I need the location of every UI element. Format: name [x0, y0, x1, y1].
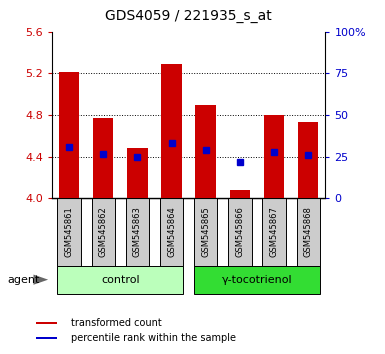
Bar: [92, 198, 115, 266]
Bar: [194, 266, 320, 294]
Text: γ-tocotrienol: γ-tocotrienol: [222, 275, 292, 285]
Text: GSM545868: GSM545868: [304, 206, 313, 257]
Bar: [229, 190, 250, 198]
Bar: [194, 198, 218, 266]
Bar: [59, 73, 79, 198]
Text: GSM545863: GSM545863: [133, 206, 142, 257]
Bar: [126, 198, 149, 266]
Bar: [263, 198, 286, 266]
Bar: [161, 64, 182, 198]
Text: GSM545865: GSM545865: [201, 206, 210, 257]
Bar: [228, 198, 251, 266]
Text: agent: agent: [8, 275, 40, 285]
Bar: [298, 122, 318, 198]
Text: GSM545864: GSM545864: [167, 206, 176, 257]
Text: GSM545862: GSM545862: [99, 206, 108, 257]
Bar: [160, 198, 183, 266]
Bar: [57, 266, 183, 294]
Text: GSM545861: GSM545861: [65, 206, 74, 257]
Text: transformed count: transformed count: [71, 318, 162, 328]
Text: percentile rank within the sample: percentile rank within the sample: [71, 333, 236, 343]
Bar: [196, 105, 216, 198]
Bar: [36, 322, 57, 324]
Bar: [264, 115, 284, 198]
Bar: [296, 198, 320, 266]
Text: control: control: [101, 275, 140, 285]
Text: GDS4059 / 221935_s_at: GDS4059 / 221935_s_at: [105, 9, 272, 23]
Bar: [57, 198, 81, 266]
Polygon shape: [33, 275, 48, 285]
Bar: [93, 118, 114, 198]
Bar: [127, 148, 147, 198]
Text: GSM545867: GSM545867: [270, 206, 279, 257]
Text: GSM545866: GSM545866: [235, 206, 244, 257]
Bar: [36, 337, 57, 339]
